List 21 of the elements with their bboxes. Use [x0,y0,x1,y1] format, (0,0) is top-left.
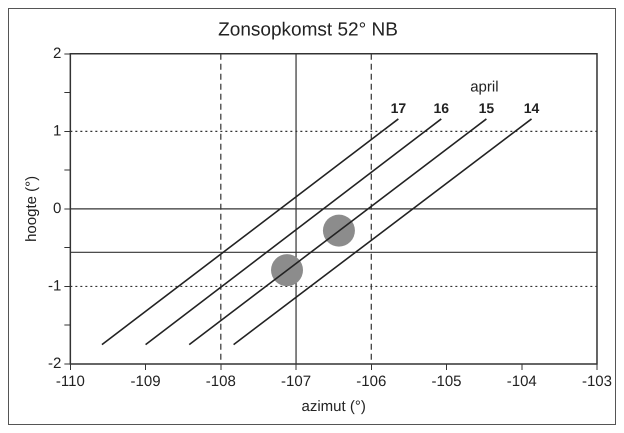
y-tick-label: -1 [48,278,62,295]
x-tick-label: -104 [506,373,537,390]
annotation: april [470,78,499,96]
x-tick-label: -108 [206,373,236,390]
y-tick-label: 0 [52,200,62,218]
series-label: 17 [390,100,406,116]
series-label: 15 [478,100,494,116]
x-tick-label: -107 [281,373,312,390]
x-tick-label: -110 [56,373,85,390]
y-axis-title: hoogte (°) [23,176,40,242]
x-tick-label: -103 [582,373,612,390]
series-label: 16 [433,100,450,116]
y-tick-label: 2 [52,44,62,62]
y-tick-label: -2 [48,355,62,372]
x-tick-label: -106 [356,373,386,390]
x-axis-title: azimut (°) [301,398,366,416]
chart-title: Zonsopkomst 52° NB [218,20,398,41]
y-tick-label: 1 [52,122,62,140]
series-label: 14 [524,100,540,116]
x-tick-label: -109 [130,373,161,390]
x-tick-label: -105 [432,373,462,390]
